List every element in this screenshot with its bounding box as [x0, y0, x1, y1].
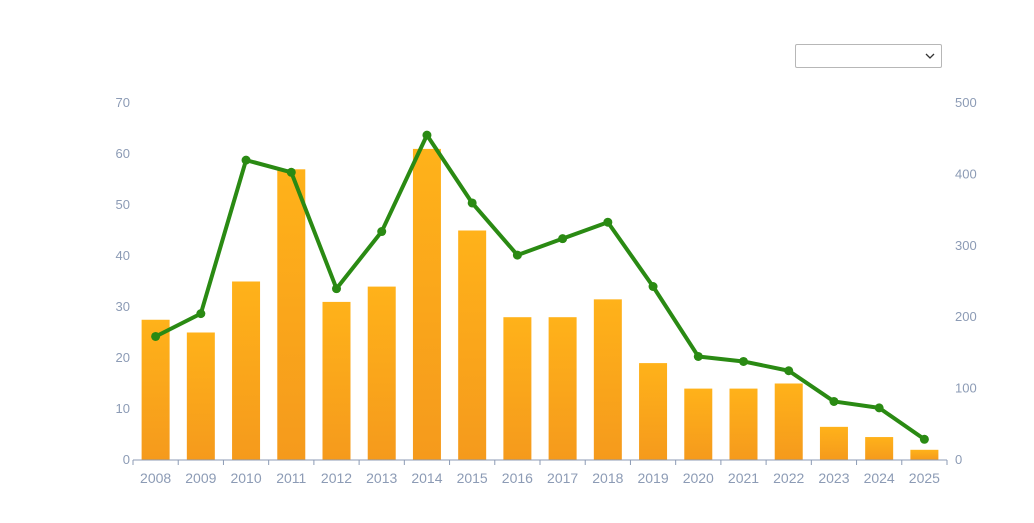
- line-point: [512, 250, 522, 260]
- x-tick-label: 2021: [728, 470, 759, 486]
- line-point: [784, 366, 794, 376]
- x-tick-label: 2009: [185, 470, 216, 486]
- bar: [593, 299, 622, 460]
- x-tick-label: 2024: [864, 470, 895, 486]
- line-point: [919, 434, 929, 444]
- line-point: [739, 356, 748, 366]
- bar: [684, 388, 713, 460]
- x-tick-label: 2008: [140, 470, 171, 486]
- x-tick-label: 2015: [457, 470, 488, 486]
- bar: [639, 363, 668, 460]
- line-point: [874, 403, 884, 413]
- line-point: [286, 167, 296, 177]
- left-tick-label: 10: [116, 401, 130, 416]
- line-point: [648, 281, 658, 291]
- bar: [232, 281, 261, 460]
- bar: [186, 332, 215, 460]
- left-tick-label: 20: [116, 350, 130, 365]
- x-tick-label: 2011: [276, 470, 306, 486]
- bar: [367, 286, 396, 460]
- x-tick-label: 2018: [592, 470, 623, 486]
- bar: [141, 319, 170, 460]
- year-select[interactable]: [795, 44, 942, 68]
- line-point: [241, 155, 251, 165]
- line-series: [151, 130, 929, 444]
- chevron-down-icon: [925, 53, 935, 59]
- right-tick-label: 100: [955, 381, 977, 396]
- bar-series: [141, 148, 939, 461]
- bar: [865, 437, 894, 460]
- right-tick-label: 300: [955, 238, 977, 253]
- bar: [910, 449, 939, 460]
- left-tick-label: 70: [116, 95, 130, 110]
- left-tick-label: 40: [116, 248, 130, 263]
- x-tick-label: 2019: [637, 470, 668, 486]
- line-point: [603, 217, 613, 227]
- line-point: [151, 331, 161, 341]
- left-y-axis: 0 10 20 30 40 50 60 70: [116, 95, 130, 467]
- line-point: [467, 198, 477, 208]
- line-point: [422, 130, 432, 140]
- left-tick-label: 0: [123, 452, 130, 467]
- x-tick-label: 2014: [411, 470, 442, 486]
- bar: [458, 230, 487, 460]
- x-tick-label: 2013: [366, 470, 397, 486]
- x-tick-label: 2010: [230, 470, 261, 486]
- x-tick-label: 2016: [502, 470, 533, 486]
- x-tick-label: 2020: [683, 470, 714, 486]
- x-tick-label: 2017: [547, 470, 578, 486]
- line-point: [558, 234, 568, 244]
- left-tick-label: 50: [116, 197, 130, 212]
- right-tick-label: 200: [955, 309, 977, 324]
- right-tick-label: 400: [955, 166, 977, 181]
- right-y-axis: 0 100 200 300 400 500: [955, 95, 977, 467]
- line-point: [829, 396, 839, 406]
- series-line: [153, 133, 927, 442]
- line-point: [196, 309, 206, 319]
- x-tick-label: 2012: [321, 470, 352, 486]
- x-tick-label: 2022: [773, 470, 804, 486]
- line-point: [377, 227, 387, 237]
- line-point: [332, 284, 341, 294]
- bar: [503, 317, 532, 460]
- line-point: [693, 351, 703, 361]
- bar: [412, 148, 441, 460]
- bar: [819, 426, 848, 460]
- x-tick-label: 2025: [909, 470, 940, 486]
- bar: [548, 317, 577, 460]
- x-tick-label: 2023: [818, 470, 849, 486]
- bar: [322, 301, 351, 460]
- left-tick-label: 60: [116, 146, 130, 161]
- x-axis: 2008 2009 2010 2011 2012 2013 2014 2015 2016 2017…: [132, 460, 948, 486]
- bar: [774, 383, 803, 460]
- right-tick-label: 500: [955, 95, 977, 110]
- left-tick-label: 30: [116, 299, 130, 314]
- bar: [277, 169, 306, 461]
- bar: [729, 388, 758, 460]
- right-tick-label: 0: [955, 452, 962, 467]
